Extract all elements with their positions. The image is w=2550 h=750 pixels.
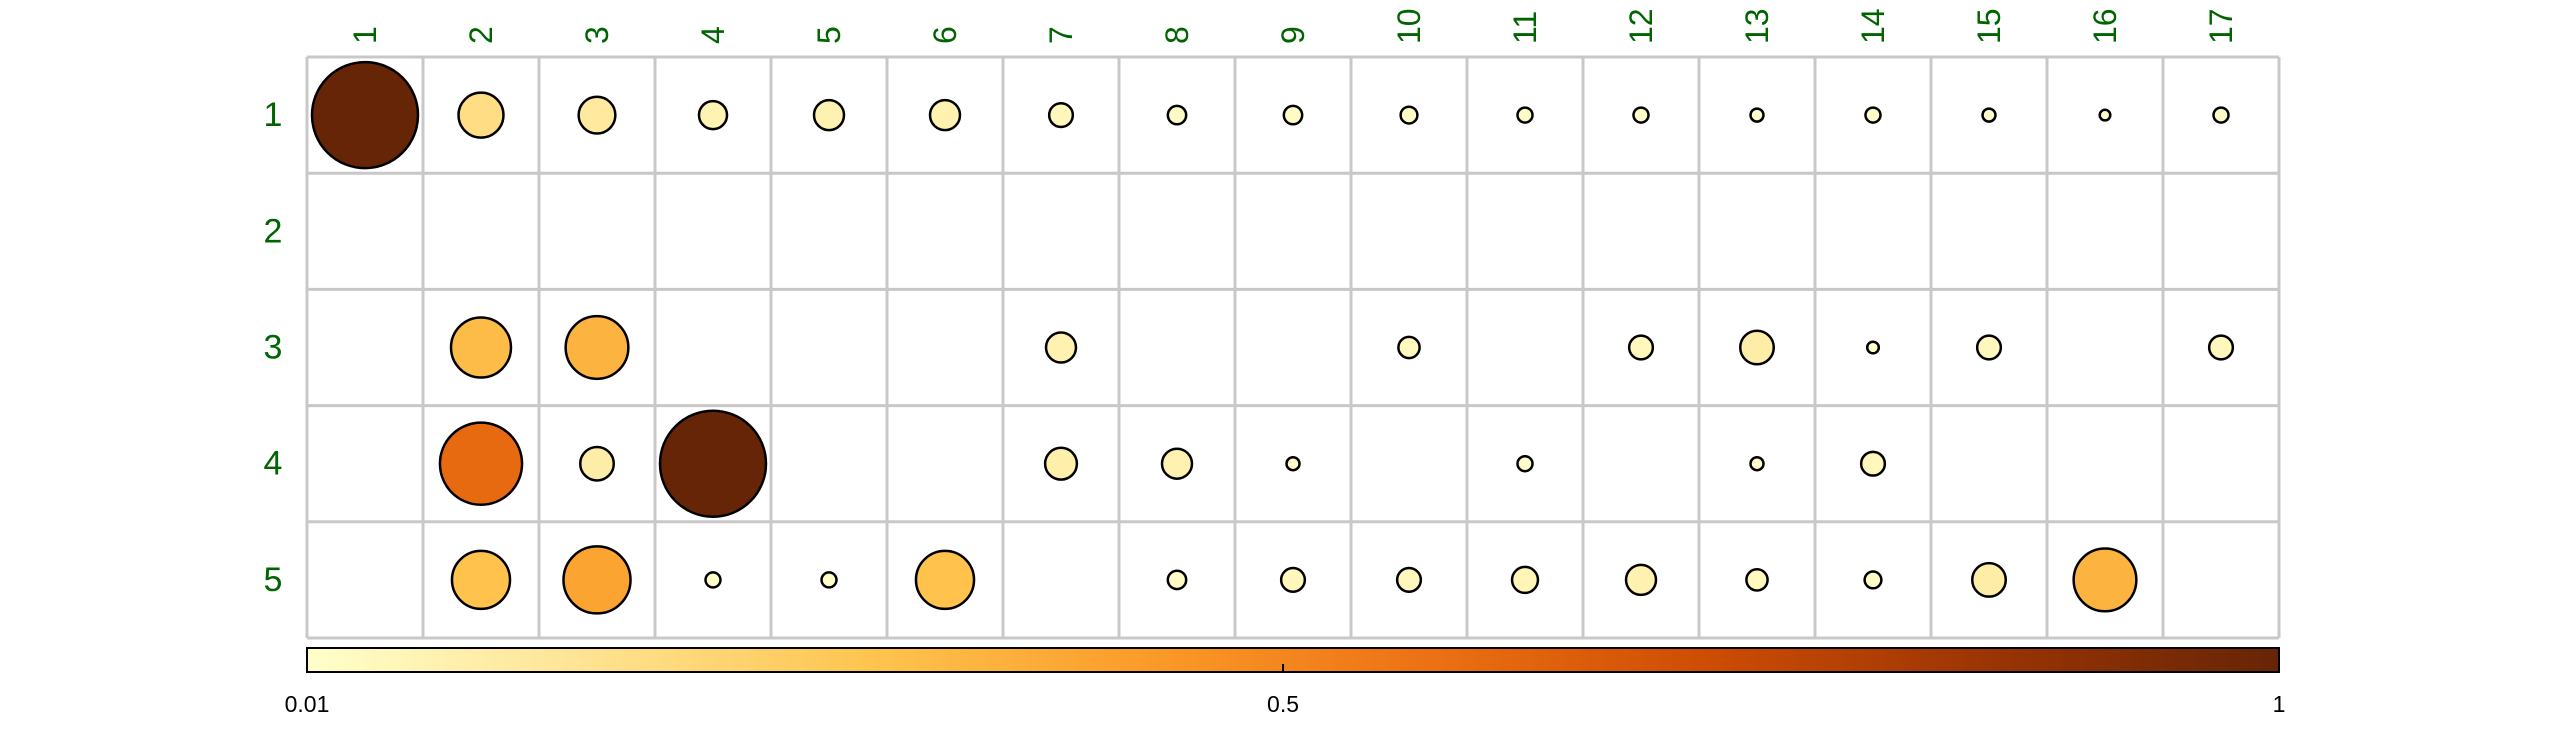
colorbar-gradient xyxy=(306,647,2280,673)
row-labels: 1 2 3 4 5 xyxy=(264,96,283,599)
bubble xyxy=(1397,335,1421,360)
column-label: 7 xyxy=(1043,26,1079,44)
bubble xyxy=(2212,106,2230,124)
bubble xyxy=(2207,334,2235,361)
row-label: 3 xyxy=(264,329,283,367)
colorbar-tick-label: 0.01 xyxy=(285,691,330,717)
row-label: 5 xyxy=(264,561,283,599)
column-label: 3 xyxy=(579,26,615,44)
bubble xyxy=(1749,455,1765,472)
bubble xyxy=(1399,105,1419,125)
bubble xyxy=(697,99,729,131)
bubble xyxy=(1864,106,1882,124)
bubble xyxy=(928,98,962,132)
column-label: 5 xyxy=(811,26,847,44)
column-label: 6 xyxy=(927,26,963,44)
bubble xyxy=(578,445,616,482)
bubble xyxy=(1160,447,1194,480)
bubble xyxy=(1865,340,1881,355)
bubble xyxy=(1166,104,1188,126)
column-labels: 1 2 3 4 5 6 7 8 9 10 11 12 13 14 15 16 17 xyxy=(347,8,2239,44)
bubble xyxy=(1738,329,1776,366)
bubble xyxy=(1970,561,2008,598)
bubble xyxy=(1510,565,1540,595)
bubbles xyxy=(310,60,2235,615)
bubble xyxy=(2072,547,2138,613)
bubble xyxy=(1516,454,1534,473)
bubble xyxy=(1627,334,1655,361)
bubble xyxy=(1282,104,1304,126)
column-label: 8 xyxy=(1159,26,1195,44)
column-label: 11 xyxy=(1507,11,1543,44)
bubble xyxy=(577,95,617,135)
bubble xyxy=(310,60,420,170)
bubble xyxy=(1043,446,1079,481)
row-label: 1 xyxy=(264,96,283,134)
column-label: 10 xyxy=(1391,8,1427,44)
bubble xyxy=(1863,570,1883,590)
bubble xyxy=(450,549,512,611)
column-label: 13 xyxy=(1739,8,1775,44)
column-label: 17 xyxy=(2203,8,2239,44)
bubble xyxy=(820,571,838,589)
bubble xyxy=(1395,566,1423,594)
bubble xyxy=(1975,334,2003,361)
bubble xyxy=(1745,568,1769,592)
column-label: 16 xyxy=(2087,8,2123,44)
bubble xyxy=(812,98,846,132)
column-label: 4 xyxy=(695,26,731,44)
column-label: 2 xyxy=(463,26,499,44)
row-label: 4 xyxy=(264,445,283,483)
column-label: 15 xyxy=(1971,8,2007,44)
bubble xyxy=(457,91,505,139)
bubble xyxy=(438,421,524,507)
column-label: 14 xyxy=(1855,8,1891,44)
row-label: 2 xyxy=(264,212,283,250)
bubble xyxy=(914,549,976,611)
grid xyxy=(305,55,2281,640)
bubble xyxy=(1749,107,1765,123)
bubble xyxy=(1285,455,1301,472)
bubble xyxy=(658,409,768,518)
column-label: 9 xyxy=(1275,26,1311,44)
column-label: 1 xyxy=(347,26,383,44)
bubble xyxy=(564,314,630,381)
colorbar-tick-label: 0.5 xyxy=(1267,691,1299,717)
bubble xyxy=(1624,563,1658,597)
bubble xyxy=(1166,569,1188,591)
colorbar-tick-label: 1 xyxy=(2273,691,2286,717)
bubble xyxy=(562,545,632,615)
bubble xyxy=(1516,106,1534,124)
bubble xyxy=(704,571,722,589)
bubble xyxy=(1981,107,1997,123)
bubble xyxy=(1279,566,1307,594)
bubble xyxy=(1632,106,1650,124)
bubble xyxy=(1047,101,1075,129)
column-label: 12 xyxy=(1623,8,1659,44)
bubble xyxy=(1044,331,1078,364)
bubble xyxy=(2098,108,2112,122)
colorbar: 0.01 0.5 1 xyxy=(285,647,2286,717)
bubble xyxy=(1859,450,1887,477)
bubble xyxy=(449,316,513,379)
